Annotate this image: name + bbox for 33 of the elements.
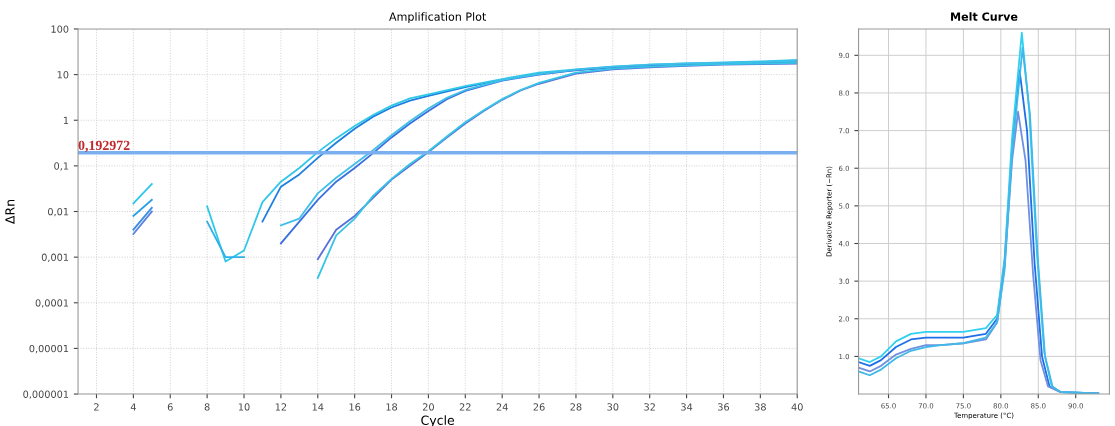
- chart-title: Amplification Plot: [389, 12, 487, 23]
- x-tick-label: 26: [533, 403, 545, 411]
- x-tick-label: 28: [570, 403, 582, 411]
- x-tick-label: 4: [130, 403, 136, 411]
- x-tick-label: 22: [459, 403, 471, 411]
- x-tick-label: 24: [496, 403, 508, 411]
- y-tick-label: 0,000001: [23, 390, 69, 399]
- x-tick-label: 8: [204, 403, 210, 411]
- x-tick-label: 6: [167, 403, 173, 411]
- x-tick-label: 34: [681, 403, 693, 411]
- y-tick-label: 0,1: [54, 162, 69, 171]
- y-axis-title: ΔRn: [5, 199, 15, 224]
- x-tick-label: 18: [386, 403, 398, 411]
- y-tick-label: 0,01: [48, 207, 69, 217]
- x-tick-label: 2: [94, 403, 99, 411]
- y-tick-label: 10: [57, 71, 69, 79]
- x-tick-label: 10: [238, 403, 250, 411]
- chart-title: Melt Curve: [951, 12, 1018, 21]
- y-tick-label: 100: [51, 25, 69, 33]
- y-tick-label: 0,0001: [35, 299, 69, 308]
- x-tick-label: 20: [422, 403, 434, 411]
- x-tick-label: 14: [312, 403, 324, 411]
- x-tick-label: 12: [275, 403, 287, 411]
- x-tick-label: 30: [607, 403, 619, 411]
- x-tick-label: 36: [718, 403, 730, 411]
- y-tick-label: 1: [63, 116, 69, 124]
- y-tick-label: 0,001: [41, 253, 69, 262]
- x-tick-label: 38: [754, 403, 766, 411]
- ref-line-label: 0,192972: [78, 140, 130, 153]
- y-tick-label: 0,00001: [29, 344, 69, 354]
- x-tick-label: 40: [791, 403, 803, 411]
- x-tick-label: 32: [644, 403, 655, 411]
- x-tick-label: 16: [349, 403, 361, 411]
